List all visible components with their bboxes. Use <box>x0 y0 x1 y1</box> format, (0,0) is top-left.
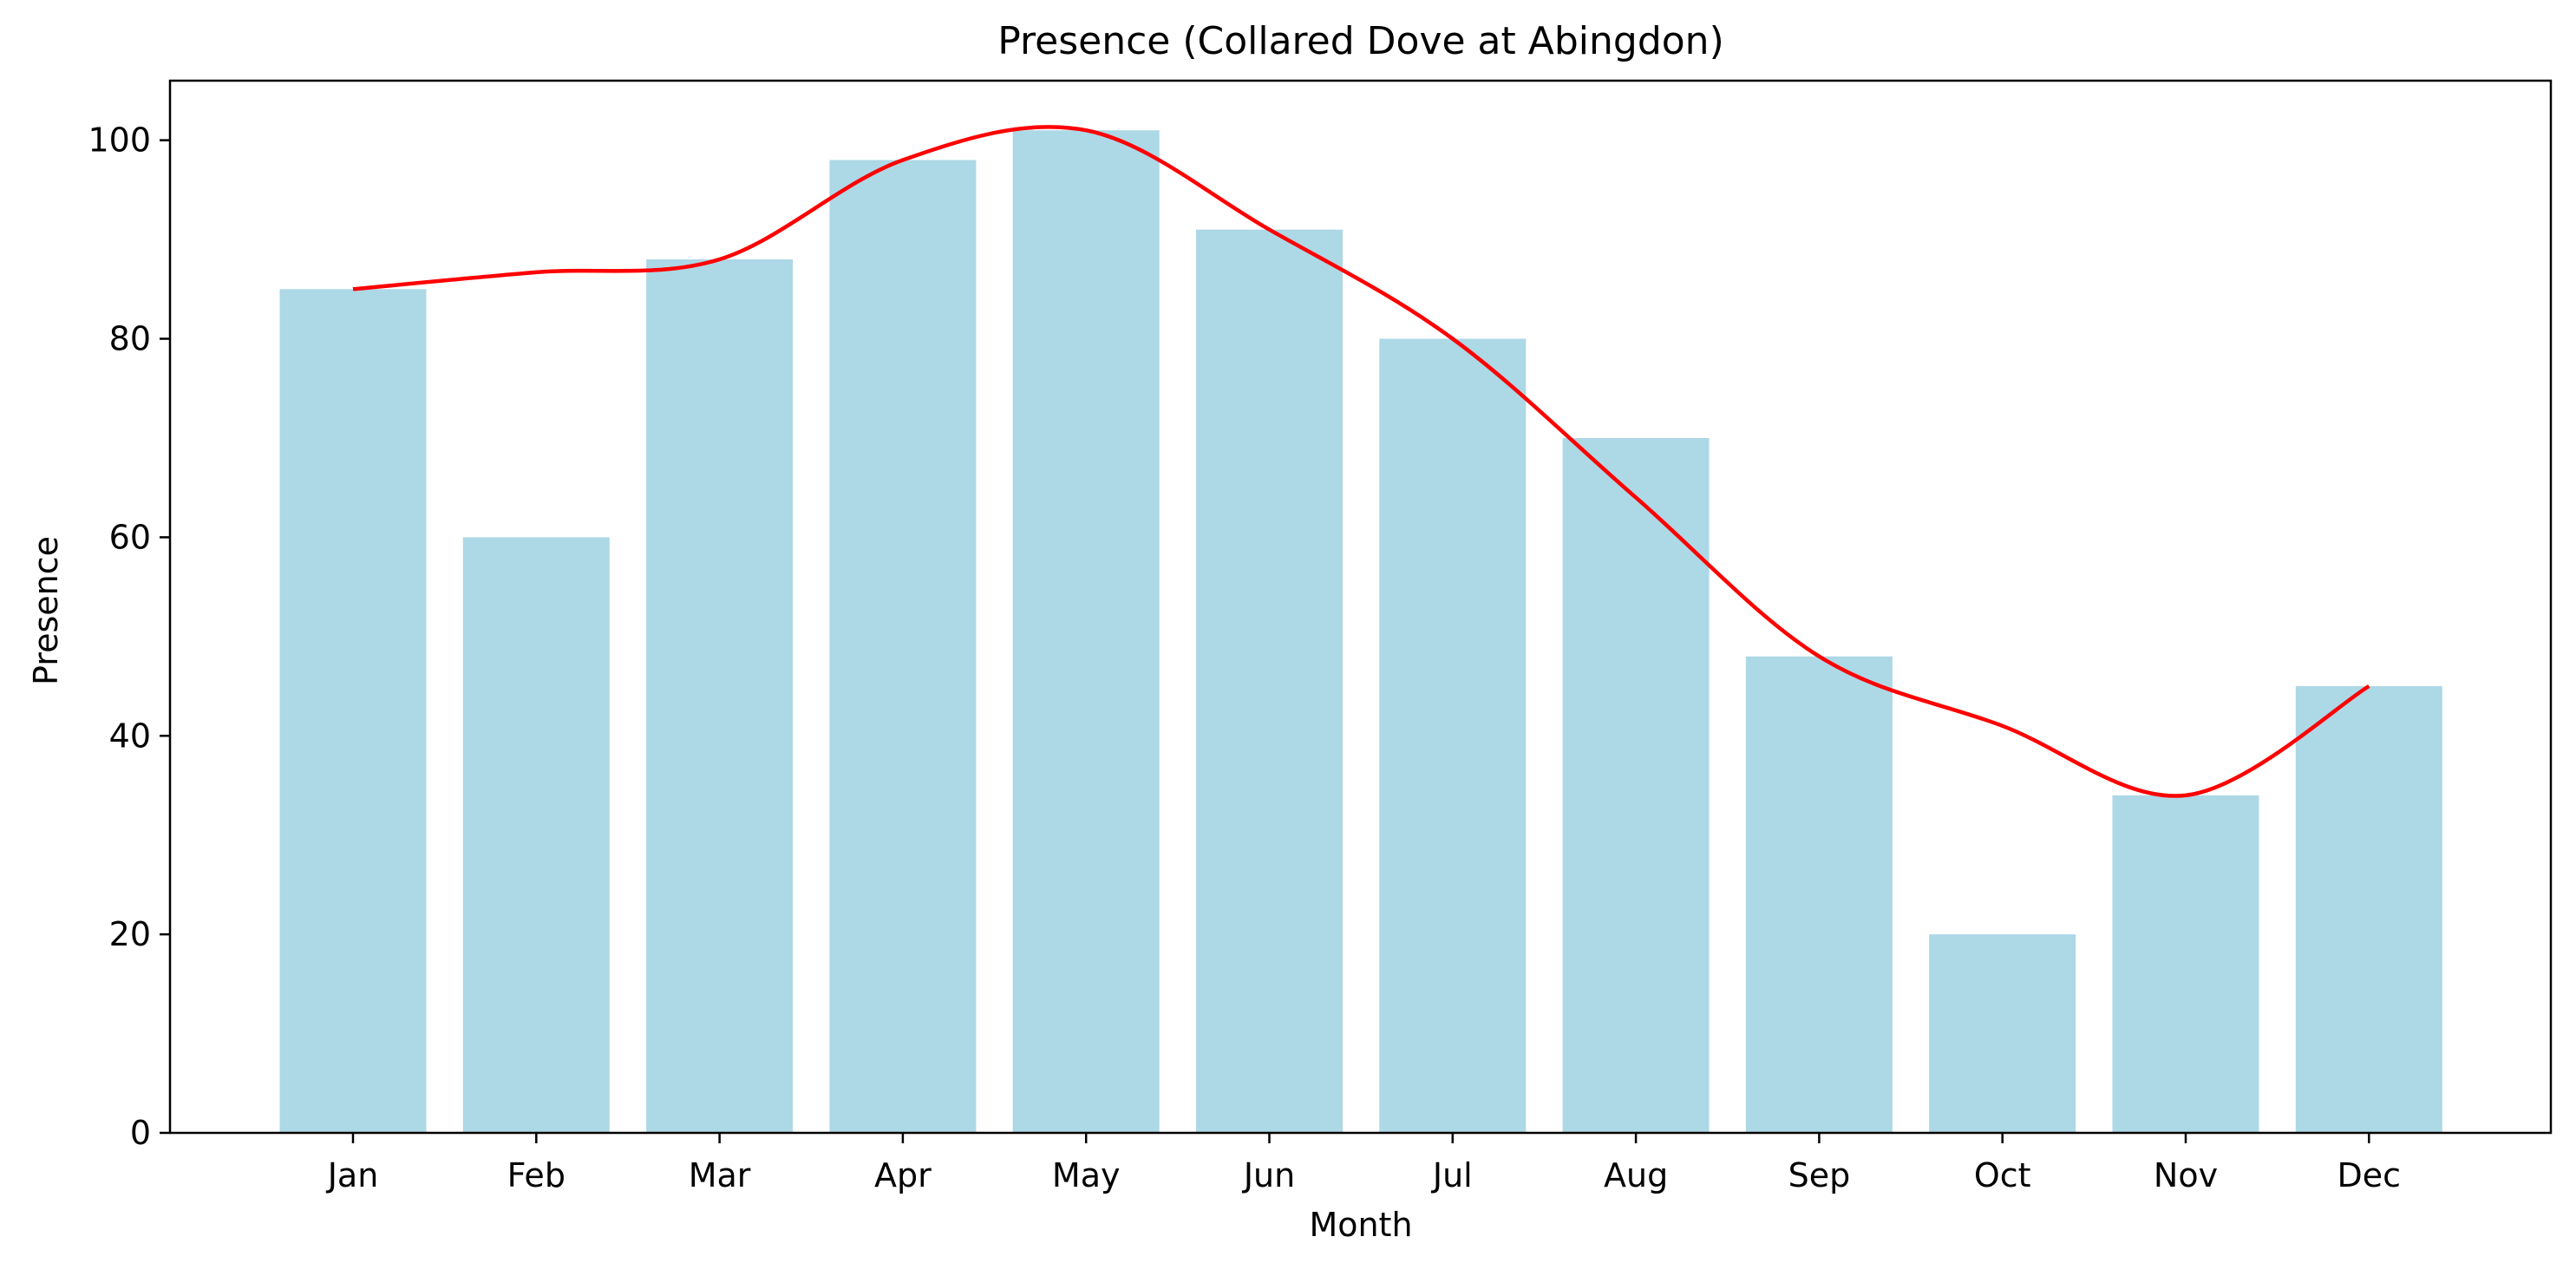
y-tick-label: 100 <box>88 121 151 160</box>
x-tick-label: Sep <box>1788 1156 1851 1194</box>
x-tick-label: Dec <box>2337 1156 2402 1194</box>
bar-feb <box>462 537 610 1133</box>
plot-frame <box>168 79 2553 1135</box>
x-tick-label: Jul <box>1431 1156 1473 1194</box>
y-tick-label: 60 <box>109 518 151 556</box>
x-tick-label: Oct <box>1974 1156 2031 1194</box>
x-tick-label: Mar <box>689 1156 751 1194</box>
bar-oct <box>1929 934 2076 1133</box>
bar-nov <box>2112 795 2259 1133</box>
bar-sep <box>1745 656 1893 1133</box>
x-tick-label: Apr <box>874 1156 932 1194</box>
y-tick-label: 40 <box>109 717 151 755</box>
x-tick-label: Jun <box>1242 1156 1295 1194</box>
y-axis-label: Presence <box>27 536 65 685</box>
trend-line <box>352 125 2370 798</box>
x-tick-label: Aug <box>1604 1156 1668 1194</box>
y-tick-label: 0 <box>130 1114 151 1152</box>
x-axis-label: Month <box>1309 1206 1412 1244</box>
bar-jan <box>279 289 427 1133</box>
y-tick-label: 80 <box>109 320 151 358</box>
y-axis: 0 20 40 60 80 100 <box>88 121 170 1152</box>
bar-aug <box>1562 438 1710 1133</box>
x-tick-label: Nov <box>2154 1156 2218 1194</box>
bar-may <box>1012 130 1160 1134</box>
bar-jul <box>1379 338 1527 1133</box>
bar-mar <box>646 259 794 1133</box>
x-axis: Jan Feb Mar Apr May Jun Jul Aug Sep Oct Nov Dec <box>326 1133 2401 1194</box>
bar-dec <box>2295 686 2442 1133</box>
y-tick-label: 20 <box>109 915 151 953</box>
x-tick-label: May <box>1052 1156 1121 1194</box>
x-tick-label: Jan <box>326 1156 379 1194</box>
x-tick-label: Feb <box>507 1156 566 1194</box>
bar-jun <box>1196 229 1343 1134</box>
bar-apr <box>829 160 977 1133</box>
chart-title: Presence (Collared Dove at Abingdon) <box>997 19 1723 63</box>
bars-layer <box>279 130 2442 1134</box>
trend-line-layer <box>352 125 2370 798</box>
